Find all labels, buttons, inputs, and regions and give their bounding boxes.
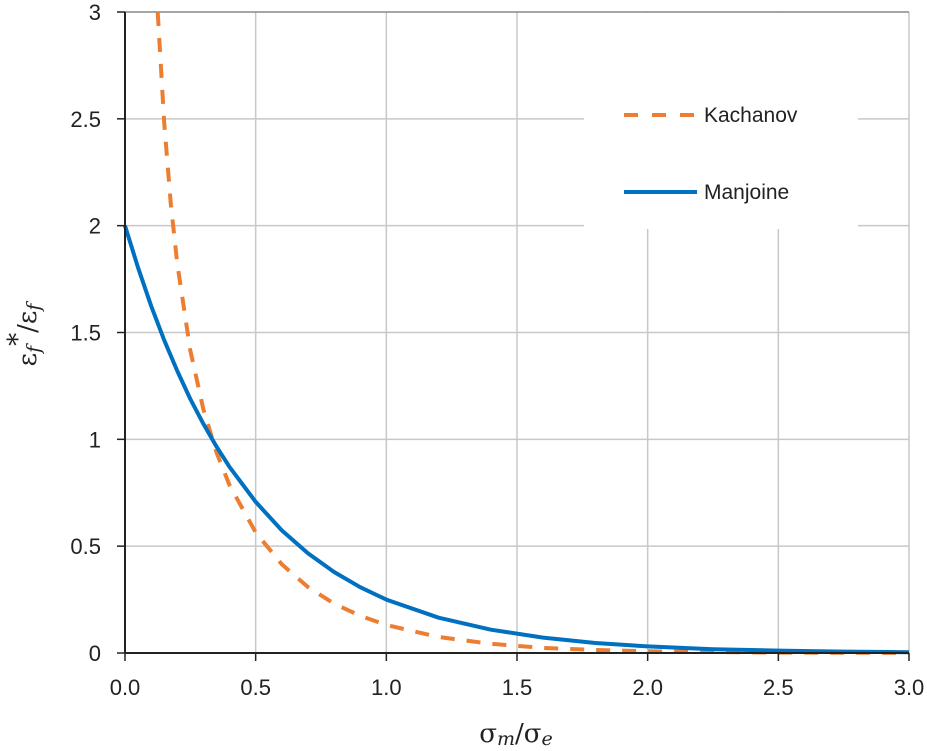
- x-tick-label: 1.5: [502, 675, 533, 700]
- tick-labels: 0.0 0.5 1.0 1.5 2.0 2.5 3.0 0 0.5 1 1.5 2 2.5 3: [70, 0, 924, 700]
- axes: [117, 11, 910, 661]
- x-axis-title: σm/σe: [479, 719, 553, 750]
- y-tick-label: 0.5: [70, 534, 101, 559]
- x-tick-label: 2.0: [632, 675, 663, 700]
- legend-label-manjoine: Manjoine: [704, 181, 789, 204]
- x-tick-label: 2.5: [763, 675, 794, 700]
- x-tick-label: 0.0: [110, 675, 141, 700]
- x-tick-label: 0.5: [240, 675, 271, 700]
- series-line-manjoine: [123, 225, 910, 655]
- x-tick-label: 1.0: [371, 675, 402, 700]
- y-tick-label: 3: [89, 0, 101, 25]
- series-line-kachanov: [155, 11, 910, 655]
- y-tick-label: 2: [89, 214, 101, 239]
- y-tick-label: 0: [89, 641, 101, 666]
- legend-label-kachanov: Kachanov: [704, 104, 798, 127]
- series-layer: [123, 11, 910, 655]
- x-tick-label: 3.0: [894, 675, 925, 700]
- legend: Kachanov Manjoine: [624, 104, 798, 204]
- y-axis-title: εf*/εf: [3, 301, 45, 367]
- y-tick-label: 1.5: [70, 321, 101, 346]
- y-tick-label: 2.5: [70, 107, 101, 132]
- y-tick-label: 1: [89, 427, 101, 452]
